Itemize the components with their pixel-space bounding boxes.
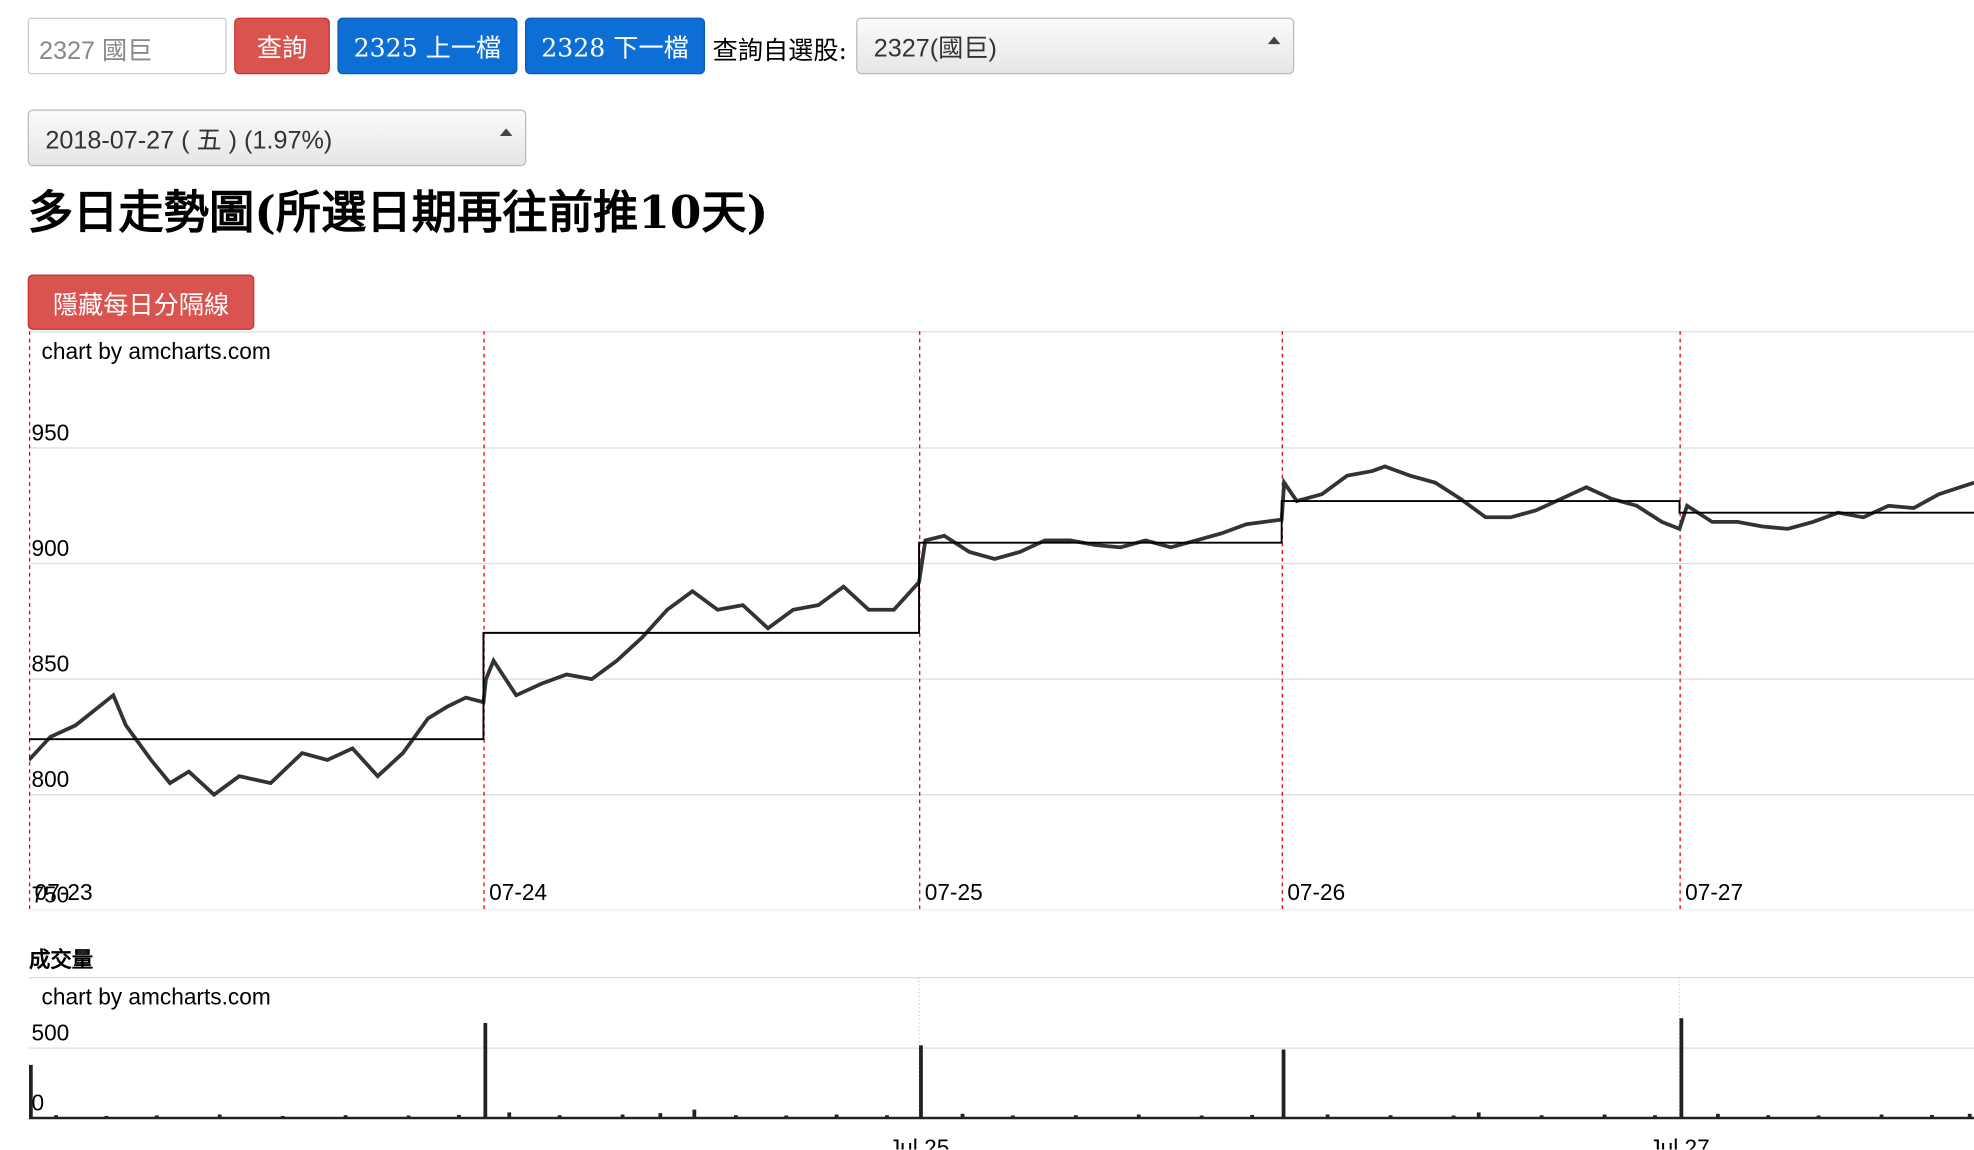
volume-bar [1388,1115,1393,1118]
volume-bar [54,1115,58,1118]
volume-bar [1967,1113,1972,1118]
volume-bar [834,1114,839,1118]
x-tick-label: Jul 25 [889,1135,949,1150]
volume-bar [343,1115,348,1118]
y-tick-label: 500 [31,1020,69,1046]
y-tick-label: 950 [31,419,69,445]
volume-heading: 成交量 [28,948,94,972]
volume-bar [960,1113,965,1118]
price-line [28,464,1974,798]
volume-chart: 0 500 chart by amcharts.com Jul 25 Jul 27 [28,976,1974,1150]
query-button[interactable]: 查詢 [234,17,330,75]
volume-bar [885,1115,889,1118]
y-tick-label: 0 [31,1089,44,1115]
volume-bar [1281,1049,1286,1118]
volume-bar [1766,1115,1771,1118]
x-tick-label: 07-25 [925,879,983,905]
volume-bar [1325,1114,1330,1118]
volume-bar [1653,1115,1657,1118]
credit: chart by amcharts.com [42,984,271,1010]
y-tick-label: 850 [31,651,69,677]
x-tick-label: 07-23 [35,879,93,905]
volume-bar [1136,1114,1141,1118]
volume-bar [1539,1115,1544,1118]
watchlist-select[interactable]: 2327(國巨) [856,17,1295,75]
volume-bar [620,1114,625,1118]
volume-bar [1476,1112,1481,1118]
volume-bar [28,1064,33,1118]
volume-bar [733,1115,738,1118]
volume-bar [457,1114,461,1118]
price-chart: 750 800 850 900 950 chart by amcharts.com 07-2… [28,331,1974,911]
volume-bar [1250,1114,1254,1118]
watchlist-label: 查詢自選股: [712,35,847,66]
volume-bar [1679,1018,1684,1118]
y-tick-label: 900 [31,535,69,561]
volume-bar [483,1022,488,1118]
credit: chart by amcharts.com [42,338,271,364]
date-select[interactable]: 2018-07-27 ( 五 ) (1.97%) [27,109,527,167]
x-tick-label: 07-26 [1287,879,1345,905]
volume-bar [217,1114,222,1118]
volume-bar [658,1113,663,1118]
volume-bar [1716,1113,1720,1118]
volume-bar [1930,1114,1934,1118]
volume-bar [1879,1114,1884,1118]
x-tick-label: Jul 27 [1649,1135,1709,1150]
volume-bar [557,1115,562,1118]
volume-bar [692,1109,697,1118]
toggle-button[interactable]: 隱藏每日分隔線 [27,274,255,330]
y-tick-label: 800 [31,766,69,792]
volume-bar [1602,1114,1607,1118]
volume-bar [1073,1115,1078,1118]
prev-button[interactable]: 2325 上一檔 [337,17,518,75]
heading: 多日走勢圖(所選日期再往前推10天) [27,186,769,240]
x-tick-label: 07-27 [1685,879,1743,905]
y-tick-label: 750 [31,882,69,908]
x-tick-label: 07-24 [489,879,547,905]
reference-line [28,500,1974,741]
volume-bar [919,1045,923,1118]
next-button[interactable]: 2328 下一檔 [525,17,706,75]
volume-bar [507,1112,512,1118]
stock-input[interactable]: 2327 國巨 [27,17,227,75]
